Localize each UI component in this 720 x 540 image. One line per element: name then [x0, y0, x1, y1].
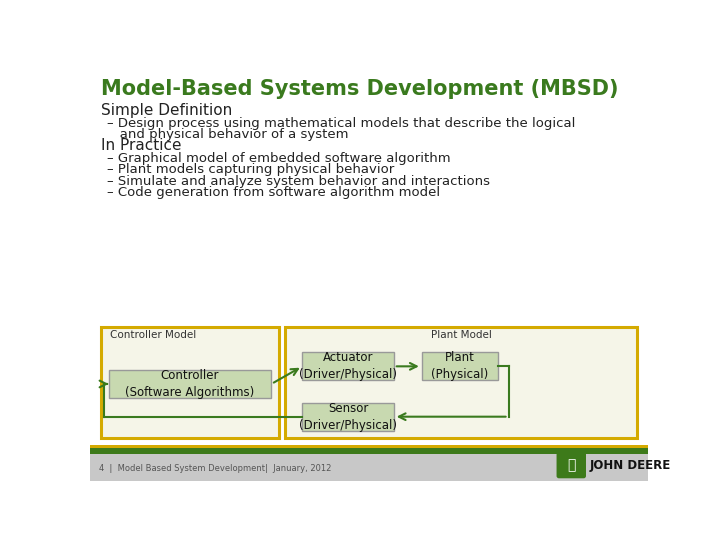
Text: 4  |  Model Based System Development|  January, 2012: 4 | Model Based System Development| Janu…: [99, 464, 332, 473]
Text: Plant
(Physical): Plant (Physical): [431, 352, 488, 381]
Bar: [285, 327, 637, 438]
Text: Controller
(Software Algorithms): Controller (Software Algorithms): [125, 369, 255, 399]
Text: – Design process using mathematical models that describe the logical: – Design process using mathematical mode…: [107, 117, 575, 130]
Text: – Plant models capturing physical behavior: – Plant models capturing physical behavi…: [107, 164, 395, 177]
Text: Sensor
(Driver/Physical): Sensor (Driver/Physical): [299, 402, 397, 431]
Bar: [90, 445, 648, 448]
Text: – Code generation from software algorithm model: – Code generation from software algorith…: [107, 186, 440, 199]
Text: and physical behavior of a system: and physical behavior of a system: [107, 128, 348, 141]
Text: In Practice: In Practice: [101, 138, 181, 153]
Text: – Graphical model of embedded software algorithm: – Graphical model of embedded software a…: [107, 152, 451, 165]
Bar: [90, 445, 648, 481]
Text: – Simulate and analyze system behavior and interactions: – Simulate and analyze system behavior a…: [107, 175, 490, 188]
Text: Simple Definition: Simple Definition: [101, 103, 232, 118]
Text: Model-Based Systems Development (MBSD): Model-Based Systems Development (MBSD): [101, 79, 618, 99]
Text: 🦌: 🦌: [567, 458, 575, 472]
Bar: [302, 403, 394, 430]
FancyBboxPatch shape: [557, 452, 586, 478]
Text: Controller Model: Controller Model: [110, 330, 197, 340]
Text: Actuator
(Driver/Physical): Actuator (Driver/Physical): [299, 352, 397, 381]
Bar: [422, 353, 498, 380]
Bar: [90, 448, 648, 454]
Bar: [101, 327, 279, 438]
Bar: [302, 353, 394, 380]
Bar: [109, 370, 271, 398]
Text: Plant Model: Plant Model: [431, 330, 492, 340]
Text: JOHN DEERE: JOHN DEERE: [590, 458, 671, 472]
